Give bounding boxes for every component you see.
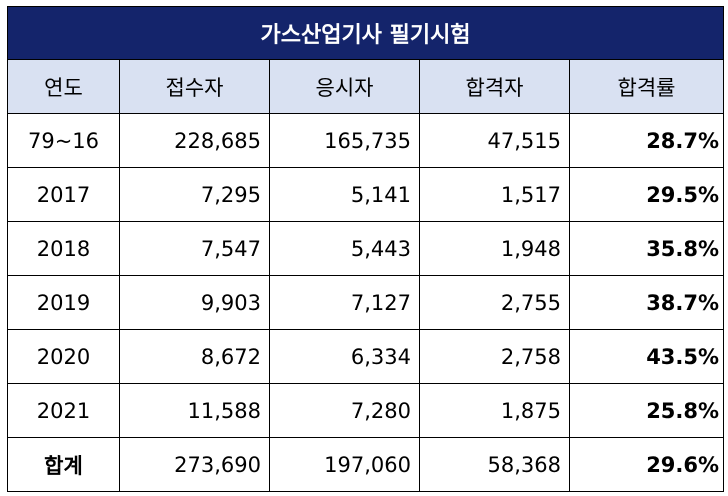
table-row: 2020 8,672 6,334 2,758 43.5% — [7, 329, 725, 384]
year-cell: 2018 — [7, 221, 120, 276]
pass-rate-cell: 35.8% — [568, 221, 725, 276]
pass-rate-cell: 28.7% — [568, 113, 725, 168]
applicants-cell: 7,295 — [119, 167, 270, 222]
passers-cell: 1,517 — [419, 167, 570, 222]
year-cell: 2020 — [7, 329, 120, 384]
total-applicants-cell: 273,690 — [119, 437, 270, 492]
examinees-cell: 165,735 — [269, 113, 420, 168]
applicants-cell: 228,685 — [119, 113, 270, 168]
total-examinees-cell: 197,060 — [269, 437, 420, 492]
exam-stats-table: 가스산업기사 필기시험 연도 접수자 응시자 합격자 합격률 79~16 228… — [6, 6, 725, 492]
passers-cell: 1,875 — [419, 383, 570, 438]
table-row: 2017 7,295 5,141 1,517 29.5% — [7, 167, 725, 222]
year-cell: 79~16 — [7, 113, 120, 168]
pass-rate-cell: 25.8% — [568, 383, 725, 438]
table-row: 2019 9,903 7,127 2,755 38.7% — [7, 275, 725, 330]
header-year: 연도 — [7, 59, 120, 114]
passers-cell: 2,758 — [419, 329, 570, 384]
table-title: 가스산업기사 필기시험 — [6, 6, 725, 60]
examinees-cell: 6,334 — [269, 329, 420, 384]
header-row: 연도 접수자 응시자 합격자 합격률 — [7, 59, 725, 114]
applicants-cell: 7,547 — [119, 221, 270, 276]
total-passers-cell: 58,368 — [419, 437, 570, 492]
table-row: 2021 11,588 7,280 1,875 25.8% — [7, 383, 725, 438]
applicants-cell: 8,672 — [119, 329, 270, 384]
pass-rate-cell: 29.5% — [568, 167, 725, 222]
table-row: 2018 7,547 5,443 1,948 35.8% — [7, 221, 725, 276]
examinees-cell: 5,141 — [269, 167, 420, 222]
header-passers: 합격자 — [419, 59, 570, 114]
year-cell: 2019 — [7, 275, 120, 330]
passers-cell: 2,755 — [419, 275, 570, 330]
table-row: 79~16 228,685 165,735 47,515 28.7% — [7, 113, 725, 168]
total-pass-rate-cell: 29.6% — [568, 437, 725, 492]
year-cell: 2017 — [7, 167, 120, 222]
passers-cell: 1,948 — [419, 221, 570, 276]
total-row: 합계 273,690 197,060 58,368 29.6% — [7, 437, 725, 492]
total-label-cell: 합계 — [7, 437, 120, 492]
header-examinees: 응시자 — [269, 59, 420, 114]
examinees-cell: 7,127 — [269, 275, 420, 330]
year-cell: 2021 — [7, 383, 120, 438]
applicants-cell: 9,903 — [119, 275, 270, 330]
pass-rate-cell: 38.7% — [568, 275, 725, 330]
header-pass-rate: 합격률 — [568, 59, 725, 114]
examinees-cell: 5,443 — [269, 221, 420, 276]
header-applicants: 접수자 — [119, 59, 270, 114]
passers-cell: 47,515 — [419, 113, 570, 168]
applicants-cell: 11,588 — [119, 383, 270, 438]
pass-rate-cell: 43.5% — [568, 329, 725, 384]
examinees-cell: 7,280 — [269, 383, 420, 438]
title-row: 가스산업기사 필기시험 — [6, 6, 725, 60]
